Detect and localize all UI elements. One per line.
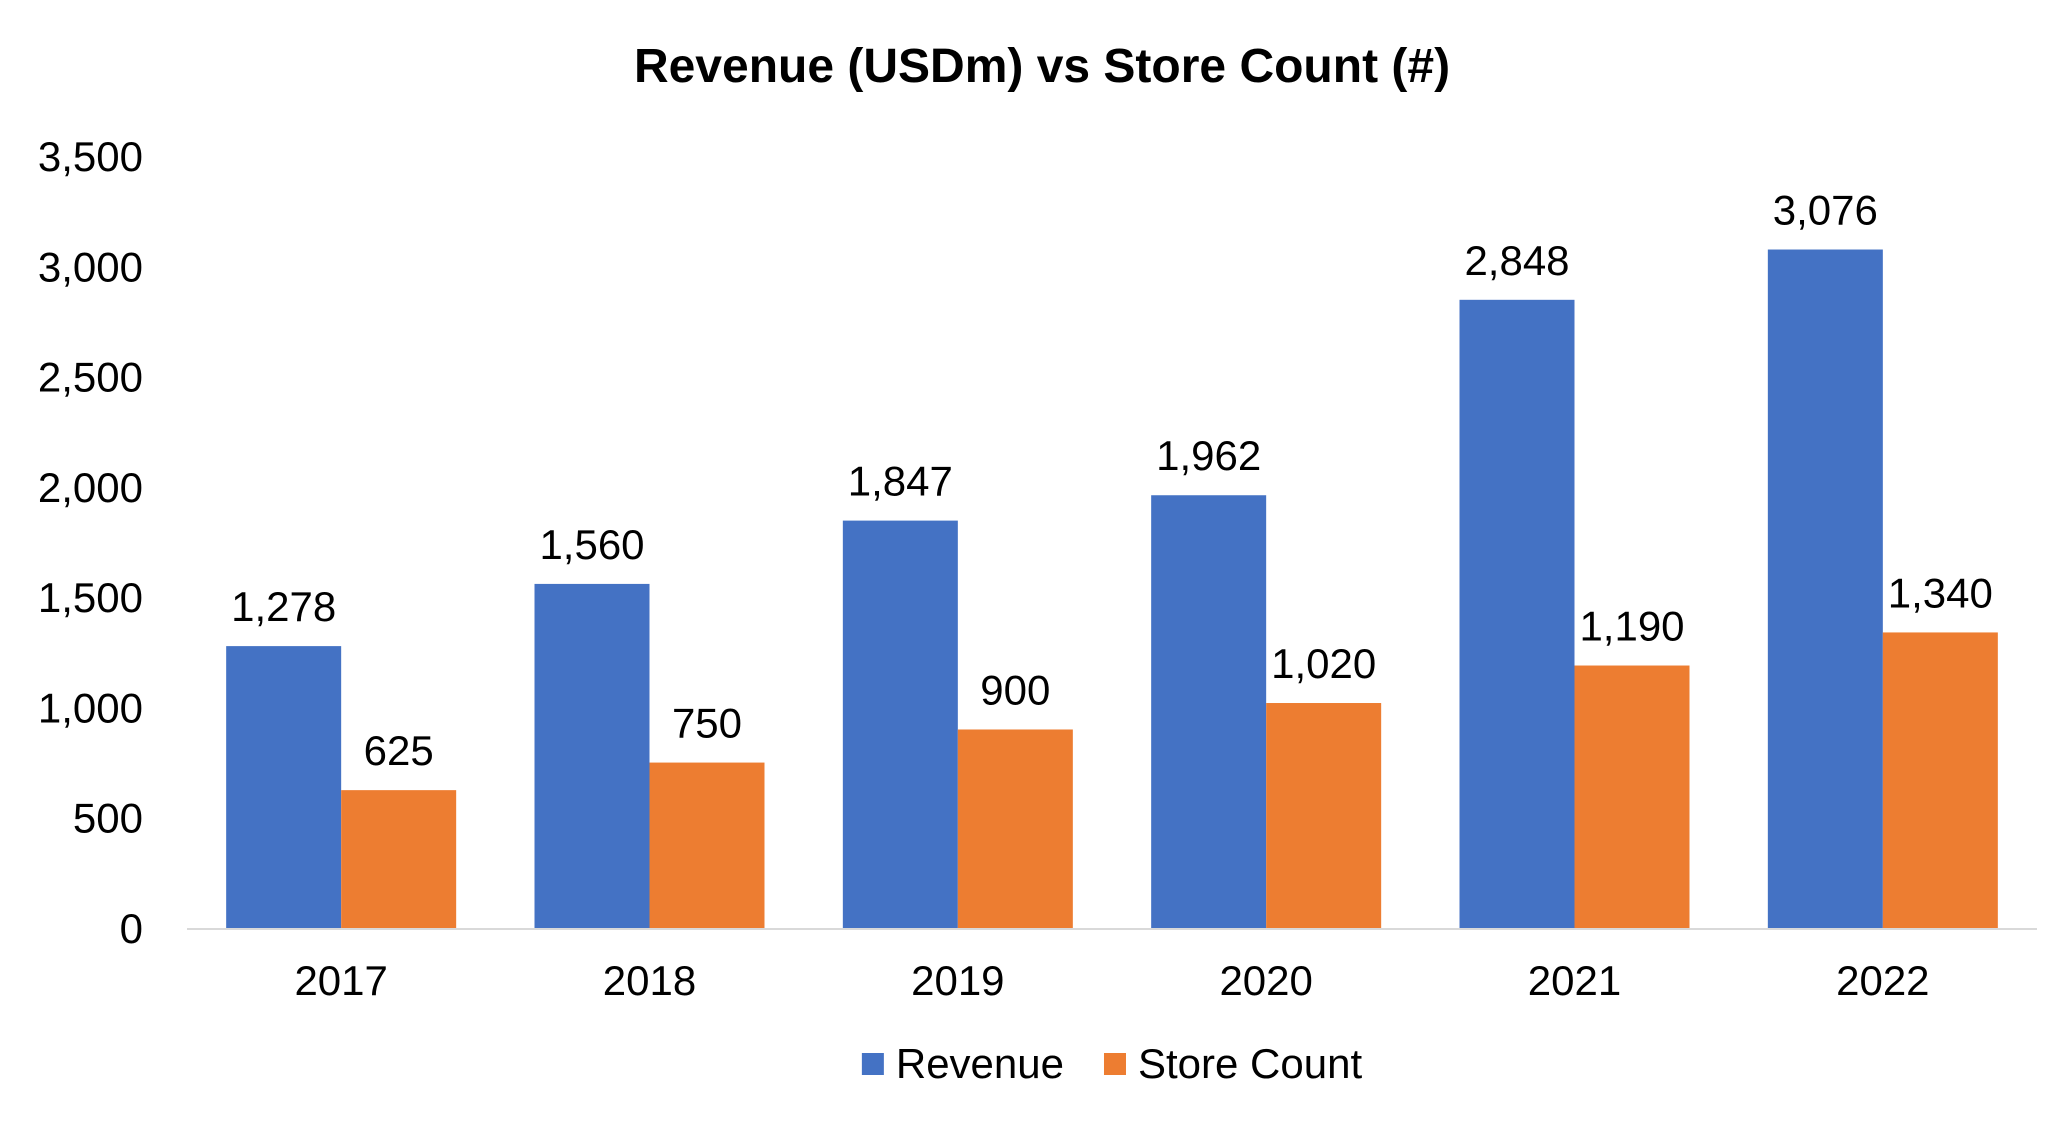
x-tick-label: 2019 [911,957,1004,1004]
x-axis: 2017 2018 2019 2020 2021 2022 [187,928,2037,1004]
data-label: 1,020 [1271,640,1376,687]
data-label: 1,560 [539,521,644,568]
bar-store-count [1266,703,1382,928]
y-tick-label: 1,000 [38,684,143,731]
x-tick-label: 2021 [1528,957,1621,1004]
bar-revenue [842,520,958,928]
bar-store-count [1574,665,1690,928]
legend-swatch [1103,1053,1126,1075]
bar-revenue [1151,495,1267,928]
y-tick-label: 2,000 [38,464,143,511]
legend-item: Revenue [861,1040,1064,1087]
x-tick-label: 2017 [294,957,387,1004]
data-label: 625 [364,727,434,774]
bar-revenue [1767,249,1883,929]
bar-store-count [341,790,457,928]
bar-revenue [226,646,342,928]
data-label: 2,848 [1464,237,1569,284]
y-axis: 0 500 1,000 1,500 2,000 2,500 3,000 3,500 [38,133,143,952]
legend-item: Store Count [1103,1040,1362,1087]
y-tick-label: 3,500 [38,133,143,180]
x-tick-label: 2018 [603,957,696,1004]
data-label: 1,190 [1579,603,1684,650]
legend: Revenue Store Count [861,1040,1362,1087]
data-label: 1,962 [1156,432,1261,479]
bar-store-count [1882,632,1998,928]
legend-label: Revenue [896,1040,1064,1087]
data-label: 900 [980,666,1050,713]
legend-swatch [861,1053,884,1075]
data-label: 1,340 [1888,569,1993,616]
y-tick-label: 0 [120,905,143,952]
data-label: 1,278 [231,583,336,630]
x-tick-label: 2020 [1219,957,1312,1004]
chart-title: Revenue (USDm) vs Store Count (#) [634,40,1450,93]
bar-store-count [649,762,765,928]
bar-revenue [534,583,650,928]
data-label: 1,847 [848,458,953,505]
bars-group [226,249,1998,929]
y-tick-label: 500 [73,795,143,842]
data-label: 3,076 [1773,187,1878,234]
data-label: 750 [672,700,742,747]
bar-revenue [1459,299,1575,928]
data-labels-group: 1,278 1,560 1,847 1,962 2,848 3,076 625 750 900 1… [231,187,1993,775]
bar-store-count [957,729,1073,928]
y-tick-label: 2,500 [38,354,143,401]
x-tick-label: 2022 [1836,957,1929,1004]
y-tick-label: 1,500 [38,574,143,621]
y-tick-label: 3,000 [38,243,143,290]
legend-label: Store Count [1138,1040,1362,1087]
